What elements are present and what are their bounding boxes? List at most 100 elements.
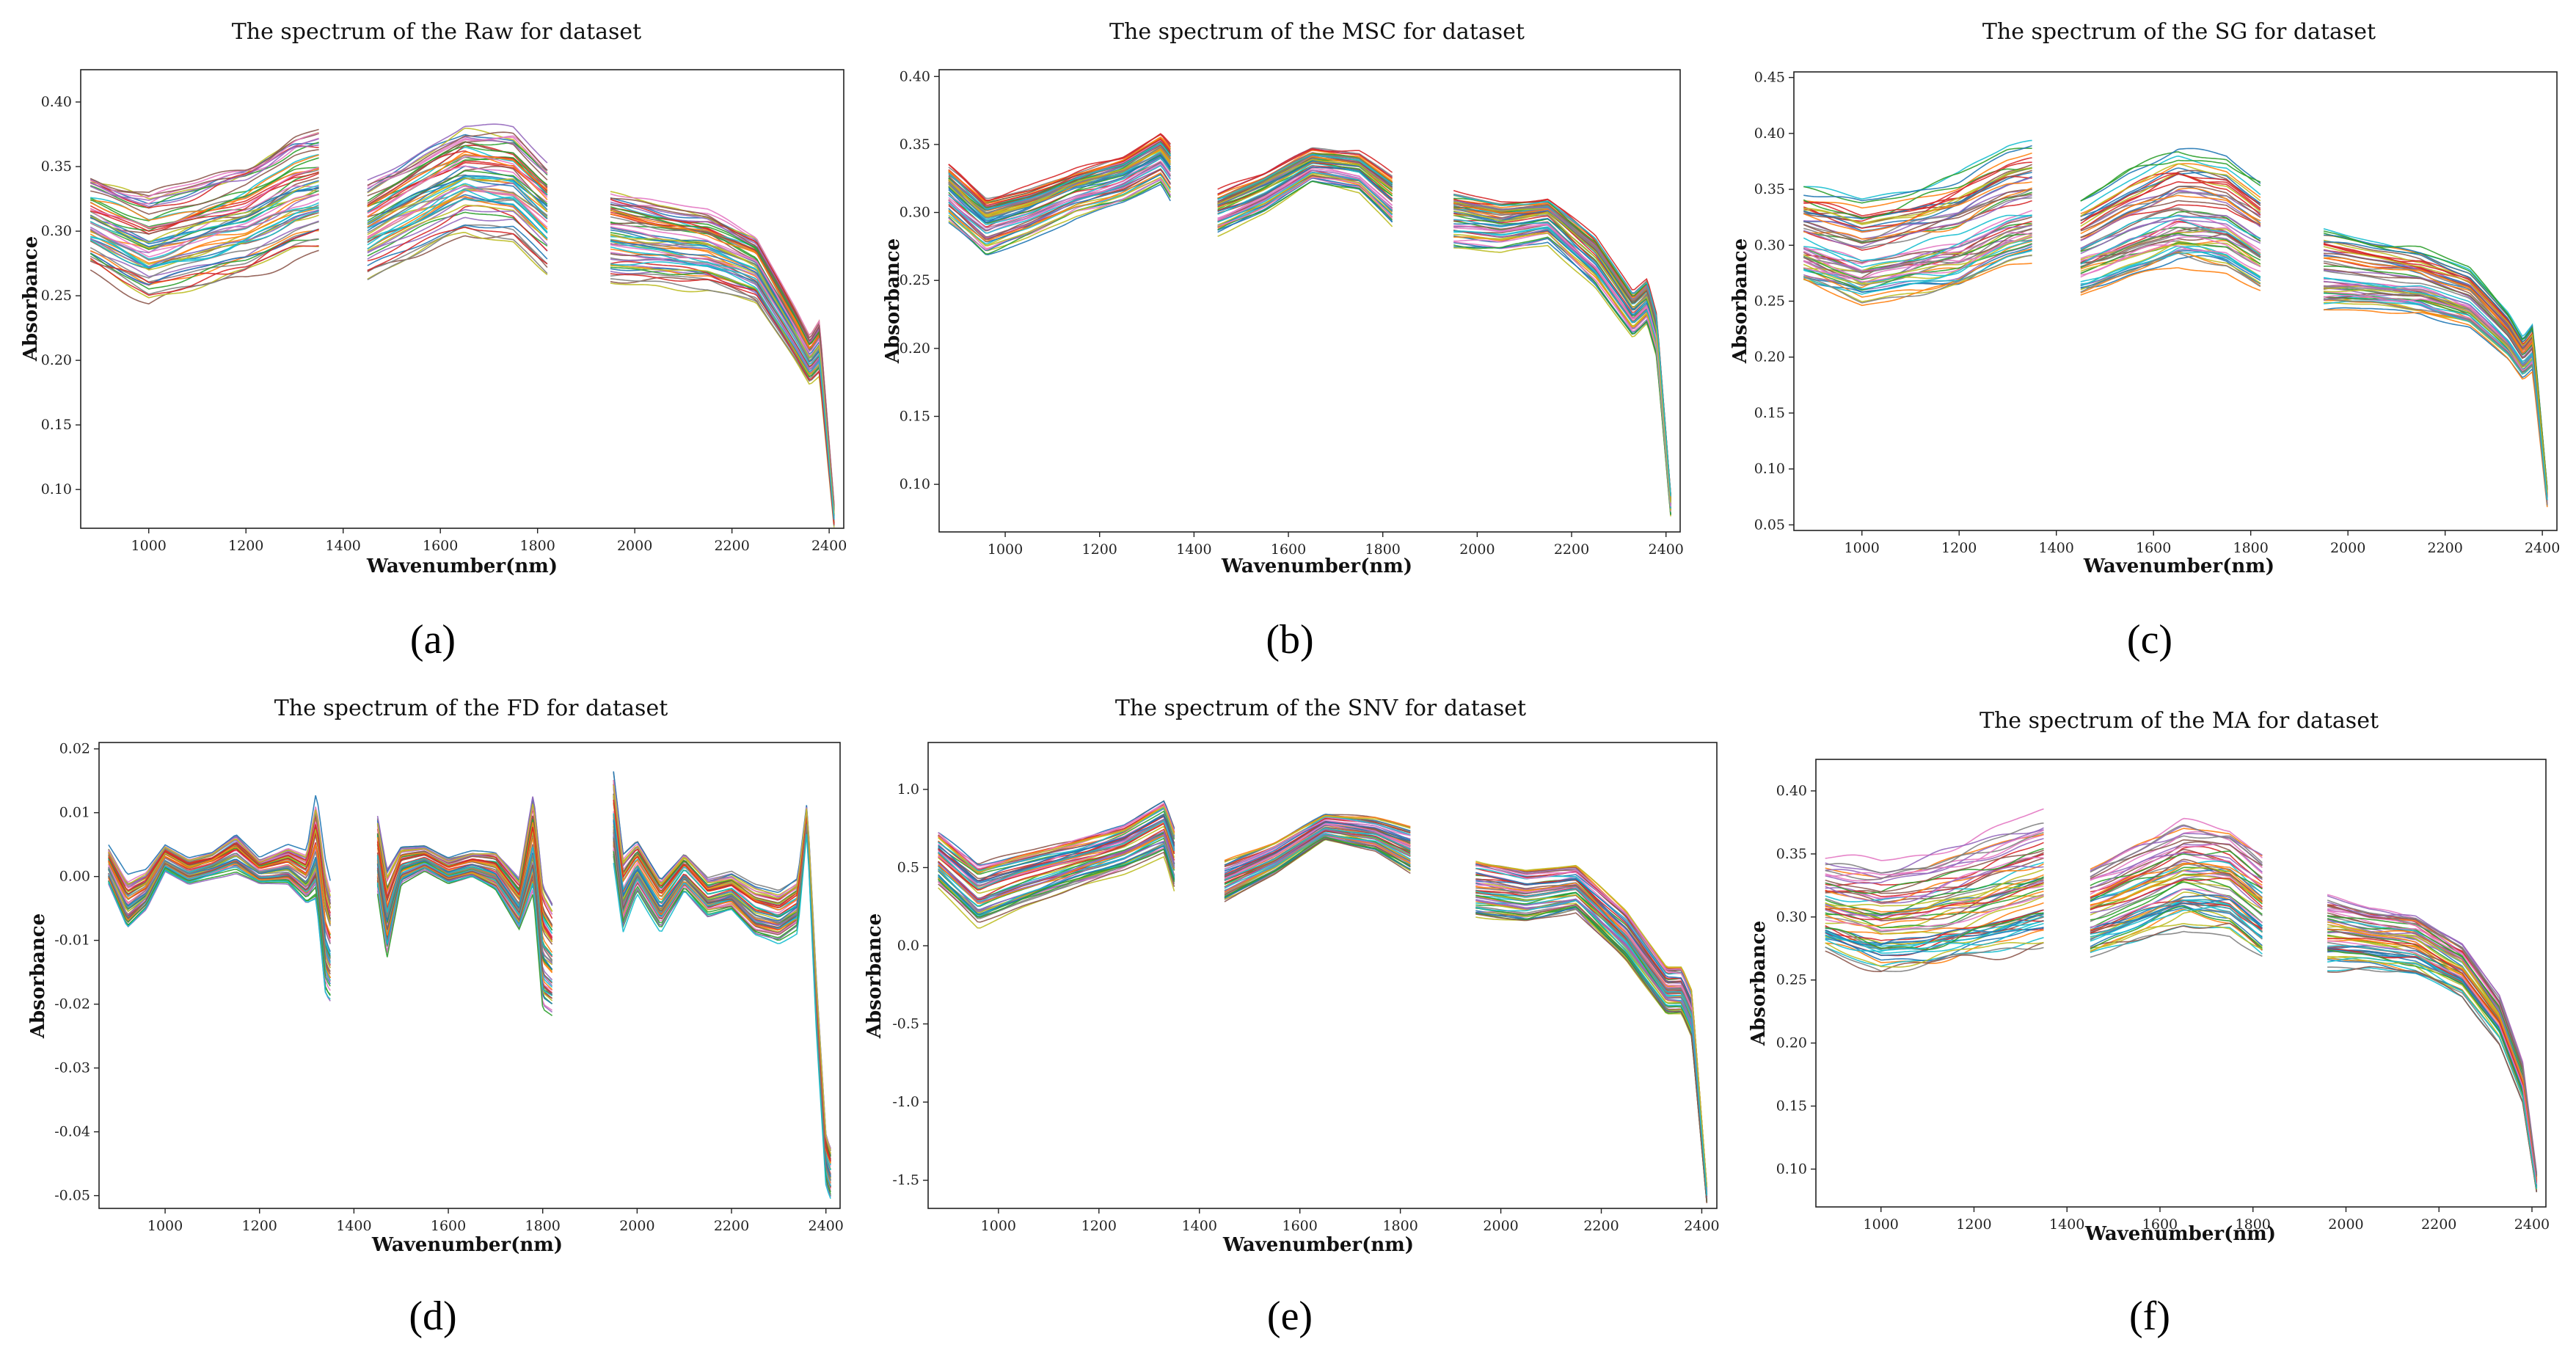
y-tick-label: -0.04: [54, 1124, 90, 1140]
y-tick-label: -0.01: [54, 933, 90, 949]
chart-title-d: The spectrum of the FD for dataset: [274, 696, 668, 721]
y-tick-label: 0.40: [1754, 125, 1785, 142]
x-tick-label: 1200: [1082, 541, 1117, 558]
series-line: [1825, 868, 2538, 1181]
series-line: [108, 789, 831, 1161]
series-line: [90, 183, 835, 518]
x-tick-label: 2000: [619, 1218, 654, 1234]
series-group-b: [948, 133, 1671, 517]
y-axis-label-f: Absorbance: [1748, 921, 1770, 1046]
x-tick-label: 1800: [519, 538, 555, 554]
x-ticks-f: 1000 1200 1400 1600 1800 2000 2200 2400: [1864, 1207, 2550, 1233]
x-tick-label: 1600: [2136, 540, 2171, 556]
x-tick-label: 1000: [147, 1218, 183, 1234]
series-group-c: [1803, 139, 2548, 508]
x-tick-label: 2000: [1483, 1218, 1518, 1234]
y-tick-label: 0.20: [1754, 349, 1785, 365]
series-line: [1825, 899, 2538, 1188]
series-line: [90, 178, 835, 515]
series-line: [938, 814, 1708, 1192]
y-tick-label: 0.20: [41, 352, 72, 368]
series-line: [938, 833, 1708, 1200]
x-tick-label: 1400: [2039, 540, 2074, 556]
y-tick-label: 0.25: [900, 272, 930, 288]
series-line: [90, 177, 835, 517]
chart-title-f: The spectrum of the MA for dataset: [1980, 708, 2379, 734]
panel-label-c: (c): [2127, 617, 2172, 663]
x-tick-label: 2200: [1554, 541, 1589, 558]
series-line: [1803, 224, 2548, 501]
y-tick-label: 0.35: [900, 136, 930, 153]
series-line: [1825, 852, 2538, 1181]
y-ticks-a: 0.10 0.15 0.20 0.25 0.30 0.35 0.40: [41, 94, 81, 497]
chart-title-c: The spectrum of the SG for dataset: [1982, 19, 2376, 45]
x-axis-label-f: Wavenumber(nm): [2084, 1223, 2276, 1245]
y-tick-label: -0.05: [54, 1188, 90, 1204]
x-tick-label: 1800: [1365, 541, 1401, 558]
x-tick-label: 1200: [1081, 1218, 1117, 1234]
x-tick-label: 1800: [2233, 540, 2268, 556]
x-tick-label: 2200: [714, 538, 749, 554]
y-tick-label: 0.25: [1776, 972, 1807, 988]
y-tick-label: -0.5: [892, 1016, 919, 1032]
series-line: [1825, 877, 2538, 1183]
y-tick-label: 0.15: [41, 417, 72, 433]
series-line: [108, 785, 831, 1151]
panel-label-f: (f): [2129, 1294, 2170, 1339]
x-tick-label: 2000: [1459, 541, 1495, 558]
series-line: [108, 780, 831, 1154]
x-ticks-a: 1000 1200 1400 1600 1800 2000 2200 2400: [131, 528, 847, 554]
series-group-e: [938, 800, 1708, 1203]
x-tick-label: 1400: [326, 538, 361, 554]
series-line: [108, 772, 831, 1149]
series-line: [938, 836, 1708, 1202]
series-group-a: [90, 123, 835, 528]
series-line: [1803, 188, 2548, 495]
series-line: [948, 142, 1671, 497]
plot-frame-d: [98, 742, 841, 1209]
panel-c: The spectrum of the SG for dataset 0.050…: [1729, 19, 2560, 663]
series-line: [1825, 875, 2538, 1182]
panel-e: The spectrum of the SNV for dataset -1.5…: [864, 696, 1720, 1339]
series-line: [938, 805, 1708, 1190]
x-tick-label: 2200: [2427, 540, 2462, 556]
y-tick-label: 0.40: [900, 68, 930, 84]
panel-label-a: (a): [410, 617, 456, 663]
x-tick-label: 2400: [1684, 1218, 1719, 1234]
series-line: [938, 815, 1708, 1192]
series-line: [948, 172, 1671, 511]
panel-label-b: (b): [1266, 617, 1313, 663]
series-line: [938, 820, 1708, 1196]
x-tick-label: 1000: [131, 538, 167, 554]
x-ticks-b: 1000 1200 1400 1600 1800 2000 2200 2400: [988, 532, 1684, 558]
series-line: [1803, 236, 2548, 502]
series-line: [938, 835, 1708, 1200]
y-tick-label: 0.35: [1754, 181, 1785, 197]
series-line: [938, 828, 1708, 1199]
series-line: [948, 134, 1671, 495]
series-line: [1803, 163, 2548, 493]
series-line: [90, 146, 835, 509]
series-line: [948, 144, 1671, 498]
y-tick-label: 0.25: [1754, 293, 1785, 310]
x-tick-label: 2400: [2525, 540, 2560, 556]
series-line: [1803, 169, 2548, 494]
series-line: [108, 784, 831, 1154]
series-line: [108, 771, 831, 1150]
y-axis-label-e: Absorbance: [864, 913, 886, 1039]
x-tick-label: 1000: [988, 541, 1023, 558]
series-line: [1803, 172, 2548, 493]
series-line: [108, 784, 831, 1157]
x-tick-label: 1400: [336, 1218, 371, 1234]
panel-d: The spectrum of the FD for dataset -0.05…: [27, 696, 844, 1339]
x-tick-label: 2000: [617, 538, 652, 554]
y-tick-label: -0.02: [54, 996, 90, 1012]
series-line: [108, 779, 831, 1151]
y-tick-label: 0.10: [1754, 461, 1785, 477]
x-tick-label: 2400: [809, 1218, 844, 1234]
series-line: [948, 160, 1671, 507]
y-tick-label: 0.30: [1754, 237, 1785, 253]
series-line: [90, 161, 835, 510]
y-tick-label: 0.15: [1776, 1098, 1807, 1114]
series-line: [1825, 831, 2538, 1175]
